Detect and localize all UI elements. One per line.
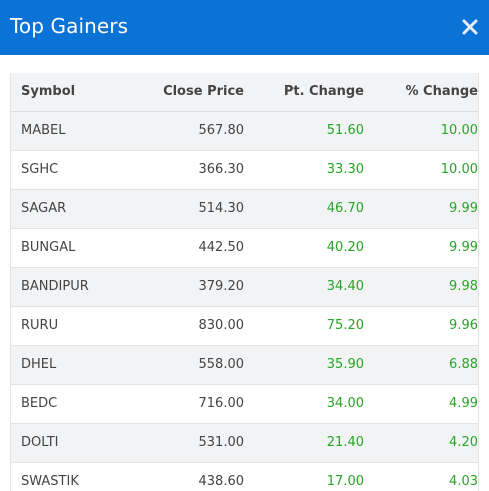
pt-change-cell: 51.60 bbox=[244, 111, 364, 151]
pct-change-cell: 9.99 bbox=[364, 228, 478, 268]
close-price-cell: 567.80 bbox=[143, 111, 244, 151]
column-header-pt-change[interactable]: Pt. Change bbox=[244, 73, 364, 112]
modal-title: Top Gainers bbox=[10, 14, 129, 38]
close-price-cell: 442.50 bbox=[143, 228, 244, 268]
column-header-pct-change[interactable]: % Change bbox=[364, 73, 478, 112]
pct-change-cell: 9.98 bbox=[364, 267, 478, 307]
pt-change-cell: 21.40 bbox=[244, 423, 364, 463]
modal-header: Top Gainers bbox=[0, 0, 489, 55]
pt-change-cell: 35.90 bbox=[244, 345, 364, 385]
close-button[interactable] bbox=[459, 16, 481, 38]
close-icon bbox=[459, 16, 481, 38]
close-price-cell: 366.30 bbox=[143, 150, 244, 190]
pct-change-cell: 10.00 bbox=[364, 150, 478, 190]
symbol-cell[interactable]: BEDC bbox=[11, 384, 143, 424]
pt-change-cell: 46.70 bbox=[244, 189, 364, 229]
symbol-cell[interactable]: DOLTI bbox=[11, 423, 143, 463]
pt-change-cell: 34.00 bbox=[244, 384, 364, 424]
gainers-table: Symbol Close Price Pt. Change % Change M… bbox=[11, 73, 478, 491]
table-row[interactable]: BUNGAL 442.50 40.20 9.99 bbox=[11, 228, 478, 268]
table-row[interactable]: SAGAR 514.30 46.70 9.99 bbox=[11, 189, 478, 229]
column-header-symbol[interactable]: Symbol bbox=[11, 73, 143, 112]
table-row[interactable]: RURU 830.00 75.20 9.96 bbox=[11, 306, 478, 346]
symbol-cell[interactable]: BANDIPUR bbox=[11, 267, 143, 307]
table-row[interactable]: SGHC 366.30 33.30 10.00 bbox=[11, 150, 478, 190]
symbol-cell[interactable]: SGHC bbox=[11, 150, 143, 190]
gainers-table-container: Symbol Close Price Pt. Change % Change M… bbox=[10, 73, 479, 491]
pct-change-cell: 4.99 bbox=[364, 384, 478, 424]
close-price-cell: 558.00 bbox=[143, 345, 244, 385]
pct-change-cell: 4.20 bbox=[364, 423, 478, 463]
pt-change-cell: 40.20 bbox=[244, 228, 364, 268]
table-row[interactable]: SWASTIK 438.60 17.00 4.03 bbox=[11, 462, 478, 491]
pct-change-cell: 10.00 bbox=[364, 111, 478, 151]
table-row[interactable]: DOLTI 531.00 21.40 4.20 bbox=[11, 423, 478, 463]
close-price-cell: 531.00 bbox=[143, 423, 244, 463]
close-price-cell: 438.60 bbox=[143, 462, 244, 491]
table-row[interactable]: BANDIPUR 379.20 34.40 9.98 bbox=[11, 267, 478, 307]
pt-change-cell: 33.30 bbox=[244, 150, 364, 190]
close-price-cell: 379.20 bbox=[143, 267, 244, 307]
table-row[interactable]: BEDC 716.00 34.00 4.99 bbox=[11, 384, 478, 424]
close-price-cell: 830.00 bbox=[143, 306, 244, 346]
table-header-row: Symbol Close Price Pt. Change % Change bbox=[11, 73, 478, 112]
pt-change-cell: 34.40 bbox=[244, 267, 364, 307]
pct-change-cell: 9.96 bbox=[364, 306, 478, 346]
pct-change-cell: 9.99 bbox=[364, 189, 478, 229]
symbol-cell[interactable]: SWASTIK bbox=[11, 462, 143, 491]
pct-change-cell: 6.88 bbox=[364, 345, 478, 385]
symbol-cell[interactable]: DHEL bbox=[11, 345, 143, 385]
table-row[interactable]: DHEL 558.00 35.90 6.88 bbox=[11, 345, 478, 385]
pt-change-cell: 17.00 bbox=[244, 462, 364, 491]
pt-change-cell: 75.20 bbox=[244, 306, 364, 346]
symbol-cell[interactable]: MABEL bbox=[11, 111, 143, 151]
table-row[interactable]: MABEL 567.80 51.60 10.00 bbox=[11, 111, 478, 151]
symbol-cell[interactable]: SAGAR bbox=[11, 189, 143, 229]
close-price-cell: 716.00 bbox=[143, 384, 244, 424]
symbol-cell[interactable]: RURU bbox=[11, 306, 143, 346]
symbol-cell[interactable]: BUNGAL bbox=[11, 228, 143, 268]
close-price-cell: 514.30 bbox=[143, 189, 244, 229]
pct-change-cell: 4.03 bbox=[364, 462, 478, 491]
column-header-close-price[interactable]: Close Price bbox=[143, 73, 244, 112]
